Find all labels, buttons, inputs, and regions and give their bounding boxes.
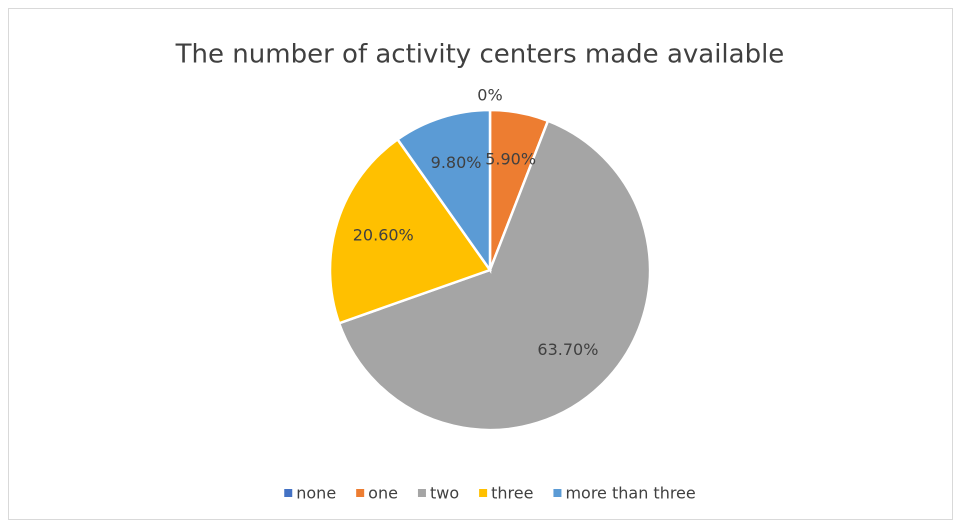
chart-title: The number of activity centers made avai… [175,40,785,70]
legend-marker [356,489,365,497]
data-label: 5.90% [485,149,536,168]
legend-marker [417,489,426,497]
data-label: 0% [477,86,502,105]
data-label: 20.60% [353,226,414,245]
pie-slice [395,108,492,274]
legend-label: two [430,484,459,503]
legend-marker [284,489,293,497]
data-label: 63.70% [537,340,598,359]
legend-marker [479,489,488,497]
legend-marker [553,489,562,497]
data-label: 9.80% [431,153,482,172]
legend-label: none [296,484,336,503]
legend-label: three [491,484,533,503]
legend-label: one [368,484,398,503]
pie-slice [337,119,652,432]
pie-slice [328,137,492,325]
legend-label: more than three [565,484,695,503]
